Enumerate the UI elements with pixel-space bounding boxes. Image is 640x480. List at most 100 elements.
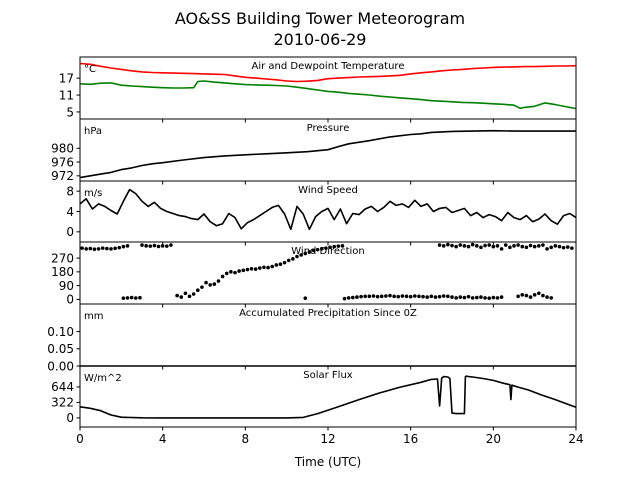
wind-direction-point xyxy=(499,247,504,251)
wind-direction-point xyxy=(346,296,351,300)
wind-direction-point xyxy=(291,257,295,261)
wind-direction-point xyxy=(532,244,537,249)
wind-direction-point xyxy=(138,295,142,300)
wind-direction-point xyxy=(245,267,250,272)
wind-direction-point xyxy=(208,283,212,287)
wind-direction-point xyxy=(148,244,153,248)
wind-direction-point xyxy=(516,243,520,247)
wind-direction-point xyxy=(565,245,570,249)
wind-direction-point xyxy=(303,251,308,256)
wind-direction-point xyxy=(109,247,113,251)
wind-direction-point xyxy=(570,246,574,250)
wind-direction-point xyxy=(253,267,258,271)
wind-direction-point xyxy=(92,247,97,251)
wind-direction-point xyxy=(516,294,520,299)
wind-direction-point xyxy=(229,270,233,274)
wind-direction-point xyxy=(462,244,467,248)
wind-direction-point xyxy=(429,294,434,299)
wind-direction-point xyxy=(117,245,122,250)
solar-flux-panel-title: Solar Flux xyxy=(303,370,353,381)
solar-flux-ytick-label: 322 xyxy=(51,396,74,410)
wind-direction-point xyxy=(388,293,392,298)
wind-direction-point xyxy=(156,244,161,249)
wind-direction-point xyxy=(233,270,237,275)
wind-direction-point xyxy=(241,268,246,273)
wind-direction-point xyxy=(561,245,566,250)
solar-flux-series-line-0 xyxy=(79,375,577,419)
temperature-ytick-label: 5 xyxy=(66,105,74,119)
wind-direction-point xyxy=(169,243,173,247)
wind-direction-point xyxy=(475,295,479,300)
wind-direction-point xyxy=(408,294,413,299)
wind-direction-point xyxy=(487,243,492,247)
wind-direction-point xyxy=(537,244,541,248)
wind-direction-point xyxy=(384,294,388,298)
wind-direction-point xyxy=(458,243,463,247)
wind-direction-point xyxy=(520,244,525,249)
wind-direction-point xyxy=(433,295,438,299)
wind-direction-point xyxy=(160,244,165,248)
panels-group: 5 11 17 Air and Dewpoint Temperature °C 97297… xyxy=(47,56,584,446)
solar-flux-ytick-label: 0 xyxy=(66,411,74,425)
pressure-panel-title: Pressure xyxy=(307,123,350,134)
wind-direction-point xyxy=(425,295,430,299)
wind-direction-ytick-label: 0 xyxy=(66,293,74,307)
wind-direction-point xyxy=(537,291,541,296)
wind-direction-point xyxy=(196,288,200,293)
precipitation-ytick-label: 0.00 xyxy=(47,359,74,373)
wind-direction-point xyxy=(359,294,363,299)
wind-direction-point xyxy=(475,244,479,248)
wind-direction-point xyxy=(84,247,88,251)
wind-direction-point xyxy=(249,266,254,271)
wind-direction-point xyxy=(262,265,266,270)
figure-date: 2010-06-29 xyxy=(274,30,367,49)
wind-direction-point xyxy=(495,296,500,300)
wind-direction-point xyxy=(462,295,467,300)
wind-direction-point xyxy=(524,293,529,298)
wind-direction-point xyxy=(299,253,303,257)
wind-direction-point xyxy=(491,295,496,300)
wind-direction-point xyxy=(307,250,312,254)
wind-direction-point xyxy=(437,294,442,299)
wind-direction-point xyxy=(367,294,372,299)
wind-direction-point xyxy=(557,244,562,249)
wind-direction-point xyxy=(204,280,208,285)
wind-direction-point xyxy=(113,246,117,251)
pressure-ytick-label: 980 xyxy=(51,142,74,156)
wind-direction-point xyxy=(212,282,217,286)
wind-direction-point xyxy=(88,246,93,251)
wind-direction-point xyxy=(470,242,475,247)
wind-direction-point xyxy=(454,244,458,249)
wind-direction-point xyxy=(495,244,500,248)
wind-direction-point xyxy=(121,244,126,249)
pressure-ytick-label: 976 xyxy=(51,155,74,169)
wind-speed-ytick-label: 0 xyxy=(66,225,74,239)
wind-direction-point xyxy=(295,254,299,259)
wind-speed-panel-title: Wind Speed xyxy=(298,185,358,196)
x-tick-label: 4 xyxy=(159,432,167,446)
wind-direction-point xyxy=(503,243,508,247)
wind-direction-point xyxy=(375,294,380,299)
wind-direction-point xyxy=(336,244,341,248)
wind-direction-point xyxy=(549,296,553,300)
wind-direction-ytick-label: 270 xyxy=(51,251,74,265)
wind-direction-point xyxy=(553,244,558,248)
wind-direction-point xyxy=(520,293,525,297)
wind-speed-ytick-label: 4 xyxy=(66,205,74,219)
wind-direction-point xyxy=(144,244,148,248)
wind-direction-point xyxy=(499,295,504,299)
wind-direction-point xyxy=(140,243,144,247)
pressure-series-line-0 xyxy=(79,129,576,179)
wind-direction-point xyxy=(274,263,279,267)
wind-direction-point xyxy=(179,295,184,299)
wind-direction-point xyxy=(400,294,405,298)
wind-direction-point xyxy=(355,295,359,299)
wind-speed-unit-label: m/s xyxy=(84,188,102,199)
wind-direction-point xyxy=(470,296,475,300)
wind-direction-point xyxy=(266,265,270,270)
wind-direction-point xyxy=(446,242,450,247)
wind-direction-point xyxy=(258,266,262,270)
wind-direction-point xyxy=(417,294,421,299)
wind-direction-point xyxy=(191,292,196,296)
